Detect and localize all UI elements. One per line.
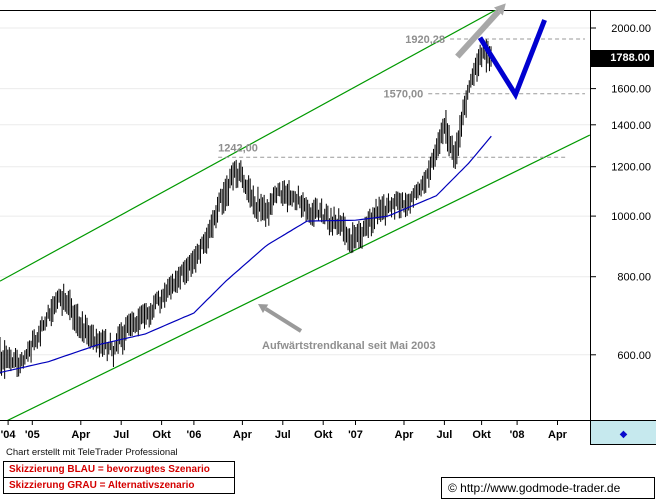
svg-text:Apr: Apr <box>71 429 91 441</box>
svg-text:Jul: Jul <box>275 429 291 441</box>
y-axis: 2000.00 1600.00 1400.00 1200.00 1000.00 800.0… <box>0 23 651 362</box>
svg-text:1000.00: 1000.00 <box>611 211 651 223</box>
svg-text:Apr: Apr <box>548 429 568 441</box>
svg-text:1400.00: 1400.00 <box>611 120 651 132</box>
channel-annotation-arrow <box>258 304 303 333</box>
x-axis: '04 '05 Apr Jul Okt '06 Apr Jul Okt '07 Apr Jul Okt '… <box>1 421 568 441</box>
trend-channel-upper-line <box>0 10 497 282</box>
svg-text:Apr: Apr <box>233 429 253 441</box>
time-axis-corner: ◆ <box>591 421 656 445</box>
svg-text:1600.00: 1600.00 <box>611 84 651 96</box>
svg-text:600.00: 600.00 <box>617 350 651 362</box>
svg-text:'05: '05 <box>25 429 40 441</box>
svg-text:'08: '08 <box>510 429 525 441</box>
legend-line-gray: Skizzierung GRAU = Alternativszenario <box>3 477 235 494</box>
level-label: 1570,00 <box>383 89 423 101</box>
svg-text:Okt: Okt <box>472 429 491 441</box>
svg-text:'04: '04 <box>1 429 17 441</box>
legend-line-blue: Skizzierung BLAU = bevorzugtes Szenario <box>3 461 235 478</box>
chart-credit: Chart erstellt mit TeleTrader Profession… <box>6 447 178 458</box>
svg-text:'06: '06 <box>186 429 201 441</box>
svg-text:2000.00: 2000.00 <box>611 23 651 35</box>
alternative-scenario-arrow <box>455 3 506 59</box>
svg-text:Okt: Okt <box>152 429 171 441</box>
price-bars <box>0 39 492 379</box>
svg-text:1200.00: 1200.00 <box>611 162 651 174</box>
diamond-icon: ◆ <box>619 429 628 440</box>
svg-text:Okt: Okt <box>314 429 333 441</box>
trend-channel-lower-line <box>7 134 590 420</box>
chart-borders <box>0 10 656 445</box>
svg-text:800.00: 800.00 <box>617 272 651 284</box>
preferred-scenario-sketch <box>477 19 547 101</box>
svg-text:Apr: Apr <box>395 429 415 441</box>
level-label: 1920,28 <box>405 34 445 46</box>
level-label: 1242,00 <box>218 142 258 154</box>
copyright-box: © http://www.godmode-trader.de <box>441 477 655 499</box>
svg-text:Jul: Jul <box>113 429 129 441</box>
svg-text:'07: '07 <box>348 429 363 441</box>
moving-average-line <box>0 135 492 374</box>
svg-text:Jul: Jul <box>436 429 452 441</box>
scenario-legend: Skizzierung BLAU = bevorzugtes Szenario … <box>3 461 235 494</box>
channel-annotation-label: Aufwärtstrendkanal seit Mai 2003 <box>262 340 436 352</box>
last-price-label: 1788.00 <box>591 50 654 67</box>
